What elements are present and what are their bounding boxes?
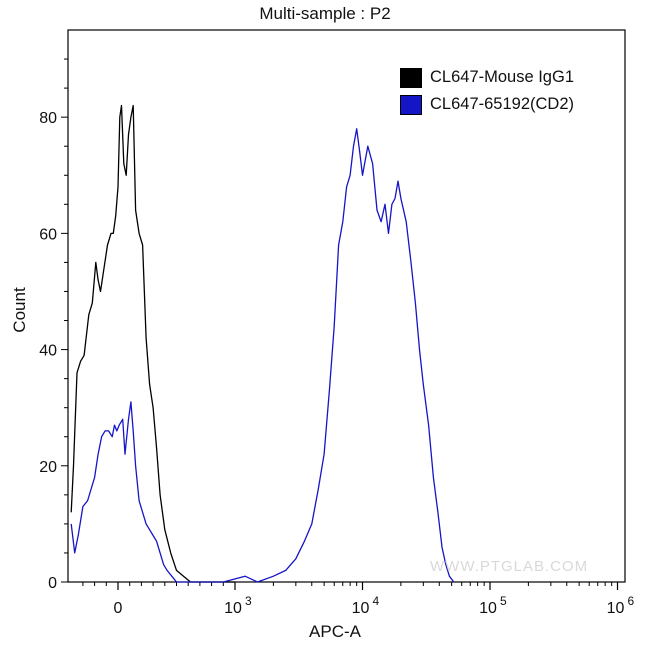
legend-label-cd2: CL647-65192(CD2) bbox=[430, 95, 574, 113]
watermark-text: WWW.PTGLAB.COM bbox=[430, 558, 589, 575]
x-tick-label: 10 bbox=[607, 600, 625, 617]
series-line-0 bbox=[70, 104, 235, 583]
y-tick-label: 80 bbox=[39, 110, 57, 127]
series-line-1 bbox=[70, 128, 455, 583]
y-tick-label: 20 bbox=[39, 459, 57, 476]
x-tick-label: 0 bbox=[114, 600, 123, 617]
x-tick-exponent: 4 bbox=[373, 594, 380, 608]
legend-item-mouse-igg1: CL647-Mouse IgG1 bbox=[400, 64, 574, 91]
x-axis-label: APC-A bbox=[309, 622, 361, 641]
y-tick-label: 40 bbox=[39, 343, 57, 360]
plot-frame bbox=[67, 29, 626, 583]
x-tick-exponent: 3 bbox=[245, 594, 252, 608]
x-tick-exponent: 6 bbox=[628, 594, 635, 608]
x-tick-label: 10 bbox=[224, 600, 242, 617]
x-tick-label: 10 bbox=[479, 600, 497, 617]
x-tick-label: 10 bbox=[352, 600, 370, 617]
legend-label-mouse-igg1: CL647-Mouse IgG1 bbox=[430, 68, 574, 86]
legend-item-cd2: CL647-65192(CD2) bbox=[400, 91, 574, 118]
y-tick-label: 60 bbox=[39, 226, 57, 243]
legend: CL647-Mouse IgG1 CL647-65192(CD2) bbox=[400, 64, 574, 118]
y-tick-label: 0 bbox=[48, 575, 57, 592]
y-axis-label: Count bbox=[10, 287, 29, 333]
x-tick-exponent: 5 bbox=[500, 594, 507, 608]
chart-title: Multi-sample : P2 bbox=[259, 4, 391, 23]
legend-swatch-mouse-igg1 bbox=[400, 67, 422, 88]
legend-swatch-cd2 bbox=[400, 94, 422, 115]
